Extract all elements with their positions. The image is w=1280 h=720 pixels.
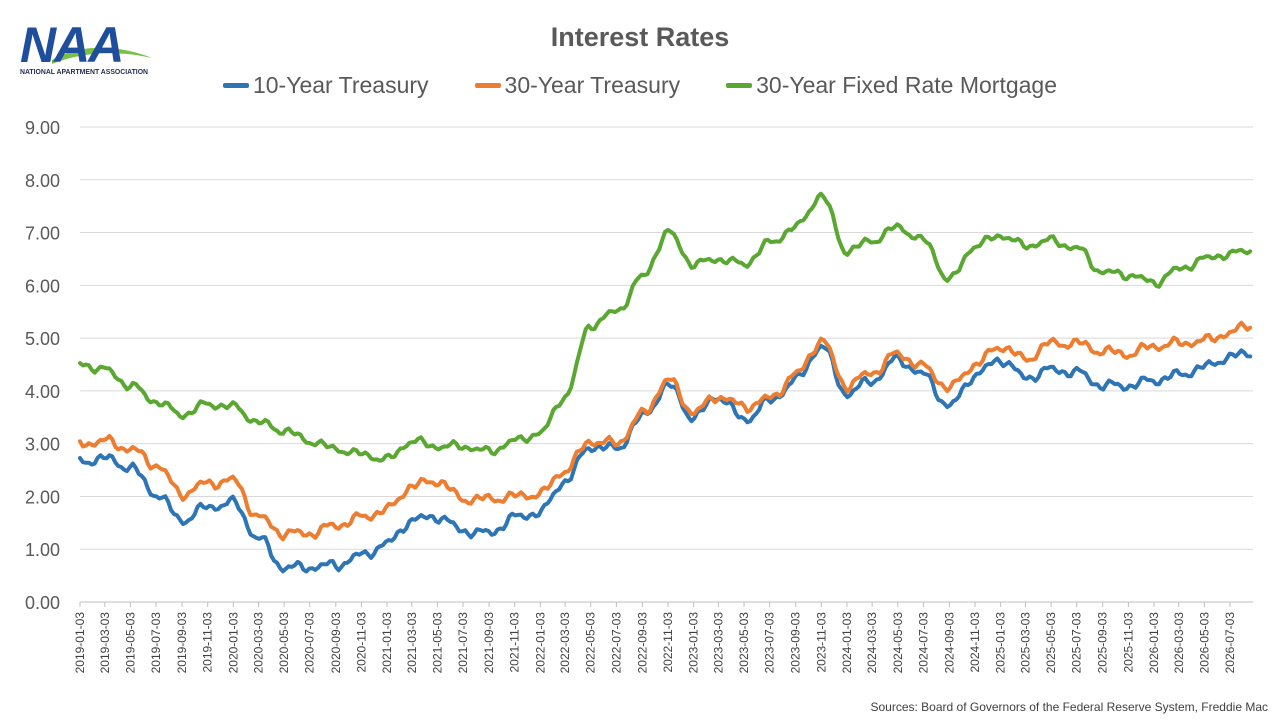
x-tick-label: 2021-05-03 — [430, 612, 444, 674]
x-tick-label: 2025-09-03 — [1096, 612, 1110, 674]
x-tick-label: 2025-11-03 — [1121, 612, 1135, 673]
x-tick-label: 2026-03-03 — [1172, 612, 1186, 674]
legend-swatch-30y — [474, 83, 501, 88]
x-tick-label: 2025-05-03 — [1044, 612, 1058, 674]
x-tick-label: 2019-01-03 — [73, 612, 87, 674]
x-tick-label: 2026-01-03 — [1147, 612, 1161, 674]
x-tick-label: 2023-09-03 — [789, 612, 803, 674]
x-tick-label: 2019-11-03 — [201, 612, 215, 673]
legend: 10-Year Treasury 30-Year Treasury 30-Yea… — [0, 72, 1280, 99]
legend-item-30y-treasury: 30-Year Treasury — [474, 72, 681, 99]
y-tick-label: 3.00 — [25, 435, 60, 455]
x-tick-label: 2019-05-03 — [123, 612, 137, 674]
x-tick-label: 2024-09-03 — [942, 612, 956, 674]
y-tick-label: 7.00 — [25, 224, 60, 244]
legend-item-30y-mortgage: 30-Year Fixed Rate Mortgage — [726, 72, 1057, 99]
legend-label-30y: 30-Year Treasury — [504, 72, 681, 98]
series-line-1 — [78, 320, 1253, 542]
x-tick-label: 2020-05-03 — [277, 612, 291, 674]
x-tick-label: 2026-05-03 — [1197, 612, 1211, 674]
x-tick-label: 2024-03-03 — [865, 612, 879, 674]
x-tick-label: 2021-09-03 — [482, 612, 496, 674]
series-line-2 — [78, 191, 1253, 463]
x-tick-label: 2020-11-03 — [354, 612, 368, 673]
source-note: Sources: Board of Governors of the Feder… — [870, 700, 1268, 714]
x-tick-label: 2021-07-03 — [456, 612, 470, 674]
naa-logo: NAA NATIONAL APARTMENT ASSOCIATION — [20, 17, 152, 76]
x-tick-label: 2019-03-03 — [98, 612, 112, 674]
x-tick-label: 2022-01-03 — [533, 612, 547, 674]
x-tick-label: 2026-07-03 — [1223, 612, 1237, 674]
y-tick-label: 1.00 — [25, 540, 60, 560]
x-tick-label: 2021-03-03 — [405, 612, 419, 674]
x-tick-label: 2025-03-03 — [1018, 612, 1032, 674]
x-tick-label: 2020-09-03 — [329, 612, 343, 674]
logo-swoosh — [52, 47, 152, 64]
x-tick-label: 2024-07-03 — [916, 612, 930, 674]
x-tick-label: 2024-11-03 — [968, 612, 982, 673]
y-tick-label: 9.00 — [25, 118, 60, 138]
legend-swatch-mortgage — [726, 83, 753, 88]
x-tick-label: 2022-07-03 — [609, 612, 623, 674]
x-tick-label: 2025-01-03 — [994, 612, 1008, 674]
chart-title: Interest Rates — [550, 22, 730, 52]
legend-swatch-10y — [222, 83, 249, 88]
x-tick-label: 2020-01-03 — [226, 612, 240, 674]
x-tick-label: 2019-09-03 — [175, 612, 189, 674]
legend-item-10y-treasury: 10-Year Treasury — [222, 72, 429, 99]
logo-letters: NAA — [20, 17, 122, 73]
y-tick-label: 2.00 — [25, 487, 60, 507]
x-tick-label: 2022-03-03 — [558, 612, 572, 674]
x-tick-label: 2022-09-03 — [635, 612, 649, 674]
x-tick-label: 2022-05-03 — [584, 612, 598, 674]
x-tick-label: 2019-07-03 — [149, 612, 163, 674]
x-tick-label: 2022-11-03 — [661, 612, 675, 673]
x-tick-label: 2023-07-03 — [763, 612, 777, 674]
x-tick-label: 2023-11-03 — [814, 612, 828, 673]
x-tick-label: 2024-05-03 — [891, 612, 905, 674]
x-tick-label: 2025-07-03 — [1070, 612, 1084, 674]
x-tick-label: 2023-01-03 — [687, 612, 701, 674]
x-tick-label: 2024-01-03 — [840, 612, 854, 674]
x-tick-label: 2021-11-03 — [508, 612, 522, 673]
y-tick-label: 5.00 — [25, 329, 60, 349]
y-tick-label: 8.00 — [25, 171, 60, 191]
legend-label-mortgage: 30-Year Fixed Rate Mortgage — [756, 72, 1058, 98]
legend-label-10y: 10-Year Treasury — [252, 72, 429, 98]
y-tick-label: 0.00 — [25, 593, 60, 613]
y-tick-label: 4.00 — [25, 382, 60, 402]
x-tick-label: 2021-01-03 — [380, 612, 394, 674]
x-tick-label: 2023-05-03 — [737, 612, 751, 674]
x-tick-label: 2020-07-03 — [303, 612, 317, 674]
x-tick-label: 2020-03-03 — [252, 612, 266, 674]
logo-tagline: NATIONAL APARTMENT ASSOCIATION — [20, 69, 148, 76]
y-tick-label: 6.00 — [25, 276, 60, 296]
x-tick-label: 2023-03-03 — [711, 612, 725, 674]
